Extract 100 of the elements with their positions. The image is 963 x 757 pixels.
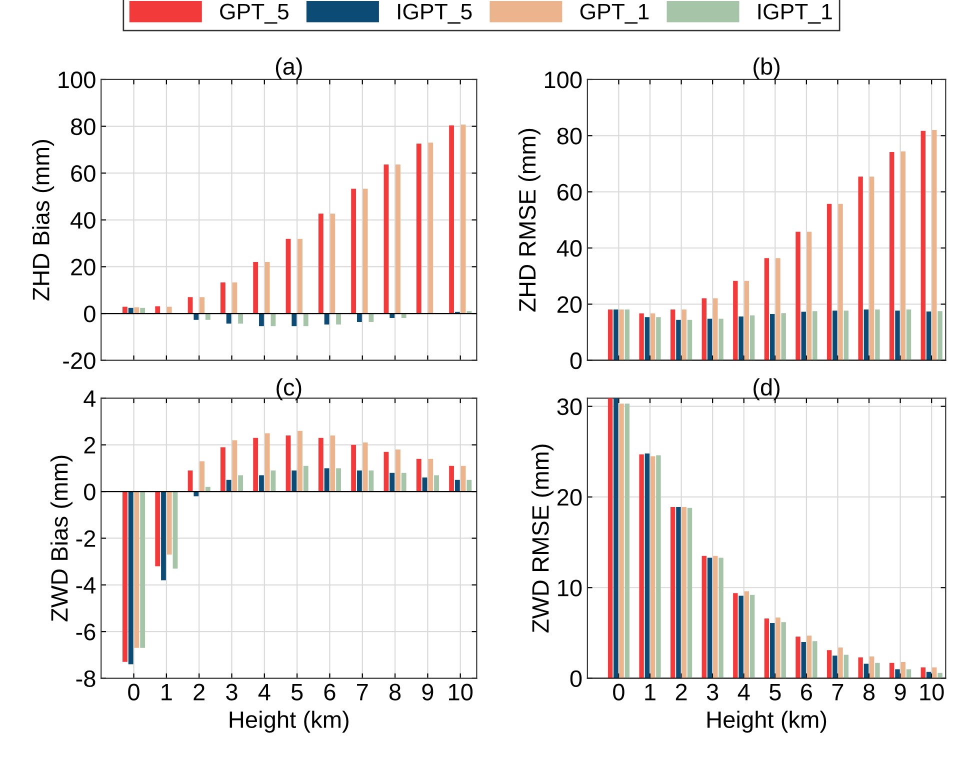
bar: [826, 204, 832, 360]
bar: [832, 310, 838, 360]
bar: [226, 480, 232, 492]
bar: [733, 280, 738, 360]
y-tick-label: -4: [76, 577, 96, 594]
bar: [670, 310, 676, 360]
bar: [644, 453, 650, 678]
y-tick-label: 20: [557, 489, 582, 506]
bar: [286, 238, 291, 314]
bar: [454, 480, 460, 492]
bar: [838, 647, 843, 678]
bar: [864, 310, 869, 360]
bar: [656, 317, 661, 360]
bar: [264, 433, 270, 492]
bar: [194, 314, 199, 320]
bar: [920, 130, 926, 360]
bar: [764, 258, 770, 360]
bar: [650, 313, 656, 360]
bar: [238, 314, 244, 324]
y-tick-label: 80: [71, 118, 96, 136]
x-tick-label: 7: [357, 684, 368, 700]
bar: [718, 558, 724, 678]
bar: [188, 470, 193, 492]
bar: [232, 440, 238, 492]
y-tick-label: 100: [544, 72, 582, 88]
bar: [188, 297, 193, 314]
y-tick-label: 0: [84, 484, 96, 500]
bar: [428, 142, 434, 314]
y-tick-label: 0: [570, 352, 582, 370]
bar: [122, 492, 128, 662]
bar: [449, 125, 454, 314]
bar: [401, 314, 406, 318]
y-tick-label: 20: [557, 296, 582, 313]
bar: [122, 306, 128, 314]
x-tick-label: 0: [613, 684, 624, 700]
y-tick-label: 2: [84, 436, 96, 454]
bar: [838, 204, 843, 360]
y-tick-label: 60: [558, 184, 582, 201]
bar: [906, 310, 912, 360]
bar: [140, 492, 146, 648]
bar: [906, 669, 912, 678]
bar: [303, 314, 308, 326]
bar: [619, 404, 624, 678]
bar: [676, 506, 681, 678]
bar: [676, 320, 681, 360]
bar: [155, 492, 160, 566]
bar: [750, 315, 755, 360]
chart-title: (a): [276, 57, 302, 80]
bar: [619, 310, 624, 360]
bar: [384, 452, 389, 492]
x-tick-label: 10: [920, 684, 944, 700]
bar: [336, 468, 341, 492]
bar: [330, 436, 336, 492]
y-tick-label: 0: [84, 306, 96, 322]
bar: [926, 311, 932, 360]
x-tick-label: 6: [324, 684, 336, 700]
bar: [682, 506, 686, 678]
x-tick-label: 2: [676, 684, 687, 700]
y-axis-title: ZHD RMSE (mm): [518, 128, 540, 312]
bar: [172, 492, 178, 569]
bar: [832, 656, 838, 678]
y-tick-label: 30: [557, 398, 582, 416]
y-tick-label: 80: [557, 128, 582, 144]
bar: [713, 298, 718, 360]
legend-label: GPT_1: [580, 4, 649, 24]
x-tick-label: 3: [706, 684, 718, 700]
bar: [259, 475, 264, 492]
bar: [155, 306, 160, 314]
bar: [226, 314, 232, 324]
bar: [368, 470, 374, 492]
x-tick-label: 1: [645, 684, 656, 700]
bar: [205, 314, 210, 320]
bar: [806, 232, 812, 360]
bar: [624, 310, 630, 360]
bar: [895, 669, 900, 678]
bar: [220, 447, 226, 492]
legend-label: GPT_5: [220, 4, 288, 24]
x-axis-title: Height (km): [707, 710, 826, 733]
bar: [390, 472, 395, 492]
bar: [259, 314, 264, 326]
bar: [330, 214, 336, 314]
y-tick-label: 4: [84, 390, 96, 407]
bar: [351, 188, 356, 314]
x-tick-label: 9: [422, 684, 434, 700]
bar: [384, 164, 389, 314]
bar: [858, 657, 863, 678]
bar: [738, 596, 744, 678]
bar: [356, 314, 362, 322]
bar: [656, 455, 661, 678]
y-tick-label: 0: [570, 670, 582, 688]
x-tick-label: 8: [863, 684, 875, 700]
bar: [844, 654, 849, 678]
x-tick-label: 4: [258, 684, 270, 700]
chart-title: (c): [276, 378, 302, 400]
bar: [128, 492, 134, 664]
bar: [900, 151, 906, 360]
bar: [166, 306, 172, 314]
bar: [298, 238, 302, 314]
bar: [134, 492, 140, 648]
bar: [713, 556, 718, 678]
